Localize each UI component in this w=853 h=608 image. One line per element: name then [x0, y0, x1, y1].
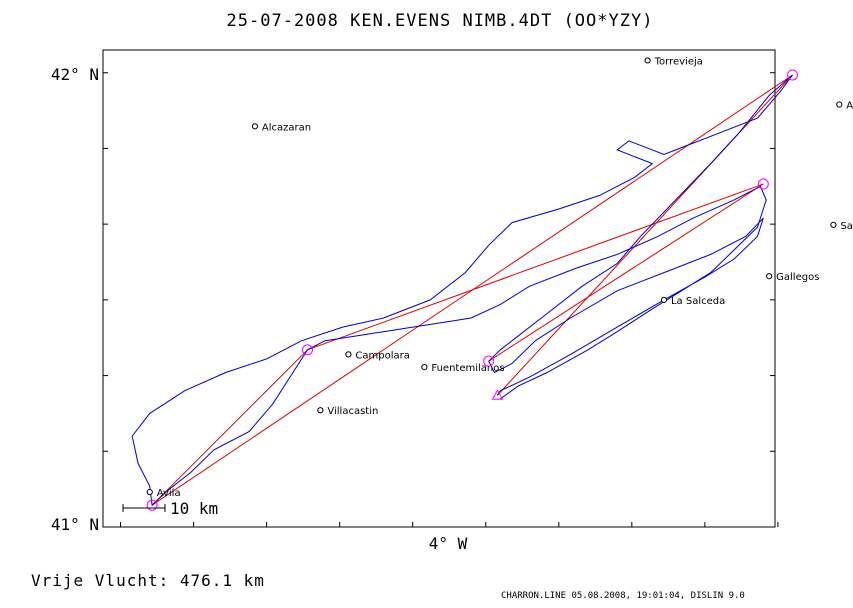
place-label-1: Ayllon: [846, 101, 853, 112]
place-marker-1: [836, 101, 843, 108]
place-marker-2: [251, 123, 259, 130]
place-label-6: Campolara: [355, 350, 409, 361]
place-label-5: La Salceda: [671, 296, 725, 307]
place-label-4: Gallegos: [776, 272, 819, 283]
place-marker-0: [644, 57, 651, 64]
place-marker-4: [766, 273, 773, 280]
turnpoint-0: [787, 69, 799, 81]
x-tick-label: 4° W: [429, 534, 468, 553]
turnpoints: [146, 69, 799, 511]
place-marker-3: [830, 221, 837, 228]
turnpoint-2: [302, 344, 314, 356]
place-marker-7: [421, 363, 428, 371]
task-leg-3: [307, 183, 764, 351]
place-label-2: Alcazaran: [262, 122, 311, 133]
turnpoint-4: [483, 355, 495, 367]
place-label-7: Fuentemilanos: [431, 363, 504, 374]
task-leg-2: [151, 349, 308, 506]
turnpoint-1: [757, 178, 769, 190]
place-markers: Torrevieja Ayllon Alcazaran Santo Tome Galle…: [146, 56, 853, 499]
y-tick-label-bottom: 41° N: [51, 515, 99, 534]
render-stamp: CHARRON.LINE 05.08.2008, 19:01:04, DISLI…: [501, 591, 745, 601]
task-leg-4: [488, 183, 764, 362]
y-tick-label-top: 42° N: [51, 65, 99, 84]
place-marker-9: [146, 488, 153, 496]
place-label-8: Villacastin: [327, 406, 378, 417]
turnpoint-3: [146, 499, 158, 511]
task-lines: [151, 74, 793, 506]
place-marker-8: [317, 407, 324, 414]
flight-track: [131, 74, 793, 507]
chart-title: 25-07-2008 KEN.EVENS NIMB.4DT (OO*YZY): [227, 11, 654, 31]
place-marker-6: [345, 351, 352, 358]
place-label-9: Avila: [157, 488, 181, 499]
place-label-3: Santo Tome: [840, 221, 853, 232]
track-line: [131, 74, 793, 507]
scale-bar-label: 10 km: [170, 499, 218, 518]
place-marker-5: [660, 296, 668, 303]
map-frame: [102, 49, 776, 528]
free-flight-distance: Vrije Vlucht: 476.1 km: [31, 571, 265, 590]
scale-bar: 10 km: [122, 499, 218, 518]
axis-ticks: [103, 72, 779, 528]
place-label-0: Torrevieja: [654, 56, 703, 67]
start-marker: [491, 389, 504, 400]
task-leg-0: [497, 74, 793, 396]
